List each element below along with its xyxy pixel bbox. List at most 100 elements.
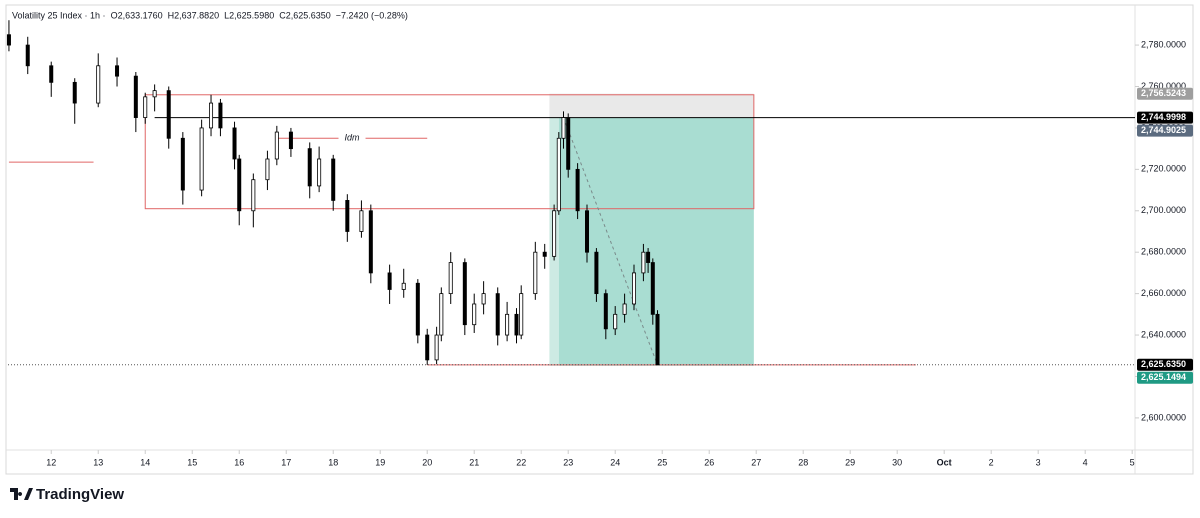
x-tick-label: 19: [375, 457, 385, 467]
x-tick-label: 2: [989, 457, 994, 467]
candle-body: [434, 334, 439, 361]
candle-body: [439, 293, 444, 336]
candle-body: [274, 131, 279, 160]
x-tick-label: 20: [422, 457, 432, 467]
brand-logo: TradingView: [10, 486, 124, 503]
candle-body: [317, 158, 322, 187]
candle-body: [115, 65, 120, 77]
candle-body: [415, 282, 420, 336]
header-item: Volatility 25 Index · 1h ·: [12, 10, 106, 20]
range-box: [144, 94, 755, 210]
y-tick-label: 2,680.0000: [1141, 247, 1186, 257]
x-tick-label: 5: [1130, 457, 1135, 467]
candle-body: [401, 282, 406, 290]
candle-body: [650, 262, 655, 315]
x-tick-label: 22: [516, 457, 526, 467]
candle-body: [6, 34, 11, 46]
x-tick-label: 25: [657, 457, 667, 467]
candle-body: [232, 127, 237, 160]
candle-body: [152, 90, 157, 98]
zone: [549, 93, 754, 118]
x-tick-label: 15: [187, 457, 197, 467]
level-line: [563, 117, 658, 366]
candle-body: [505, 313, 510, 336]
candle-body: [566, 117, 571, 170]
candle-body: [561, 117, 566, 139]
price-label: 2,625.1494: [1141, 372, 1186, 382]
candle-body: [265, 158, 270, 181]
x-tick-label: Oct: [937, 457, 952, 467]
candle-body: [25, 44, 30, 67]
x-tick-label: 18: [328, 457, 338, 467]
x-tick-label: 17: [281, 457, 291, 467]
candle-body: [345, 200, 350, 232]
x-tick-label: 28: [798, 457, 808, 467]
x-tick-label: 30: [892, 457, 902, 467]
candle-body: [632, 272, 637, 305]
x-tick-label: 13: [93, 457, 103, 467]
y-tick-label: 2,700.0000: [1141, 205, 1186, 215]
candle-body: [519, 293, 524, 336]
candle-body: [143, 96, 148, 118]
candle-body: [594, 251, 599, 295]
x-tick-label: 16: [234, 457, 244, 467]
header-item: C2,625.6350: [279, 10, 331, 20]
price-label: 2,756.5243: [1141, 88, 1186, 98]
y-tick-label: 2,640.0000: [1141, 329, 1186, 339]
candle-body: [166, 90, 171, 139]
x-tick-label: 4: [1083, 457, 1088, 467]
candle-body: [575, 168, 580, 212]
y-tick-label: 2,760.0000: [1141, 81, 1186, 91]
header-item: H2,637.8820: [168, 10, 220, 20]
candle-body: [331, 158, 336, 201]
x-tick-label: 14: [140, 457, 150, 467]
header: Volatility 25 Index · 1h · O2,633.1760 H2,…: [12, 10, 408, 20]
candle-body: [359, 210, 364, 232]
candle-body: [133, 75, 138, 118]
x-tick-label: 12: [46, 457, 56, 467]
candle-body: [237, 158, 242, 212]
candle-body: [533, 251, 538, 295]
header-item: O2,633.1760: [111, 10, 163, 20]
x-tick-label: 26: [704, 457, 714, 467]
candle-body: [641, 251, 646, 274]
y-tick-label: 2,600.0000: [1141, 412, 1186, 422]
candle-body: [49, 65, 54, 83]
candle-body: [655, 313, 660, 366]
x-tick-label: 27: [751, 457, 761, 467]
brand-name: TradingView: [36, 486, 124, 503]
candle-body: [251, 179, 256, 212]
price-label: 2,744.9025: [1141, 125, 1186, 135]
candle-body: [209, 102, 214, 129]
price-label-box: [1137, 111, 1193, 124]
x-tick-label: 29: [845, 457, 855, 467]
y-tick-label: 2,780.0000: [1141, 39, 1186, 49]
candle-body: [218, 102, 223, 129]
candle-body: [96, 65, 101, 104]
candle-body: [556, 137, 561, 212]
candle-body: [288, 131, 293, 150]
y-tick-label: 2,720.0000: [1141, 164, 1186, 174]
drawing-label: Idm: [345, 133, 361, 143]
price-label: 2,625.6350: [1141, 359, 1186, 369]
x-tick-label: 24: [610, 457, 620, 467]
candle-body: [552, 210, 557, 257]
candle-body: [199, 127, 204, 191]
candle-body: [180, 137, 185, 191]
candle-body: [585, 210, 590, 253]
candle-body: [425, 334, 430, 361]
candle-body: [646, 251, 651, 263]
candle-body: [462, 262, 467, 326]
candle-body: [542, 251, 547, 257]
header-item: −7.2420 (−0.28%): [336, 10, 408, 20]
candle-body: [613, 313, 618, 330]
candle-body: [307, 148, 312, 187]
x-tick-label: 21: [469, 457, 479, 467]
candle-body: [72, 81, 77, 104]
candle-body: [387, 272, 392, 290]
x-tick-label: 23: [563, 457, 573, 467]
candle-body: [481, 293, 486, 305]
candle-body: [495, 293, 500, 336]
price-label-box: [1137, 87, 1193, 100]
